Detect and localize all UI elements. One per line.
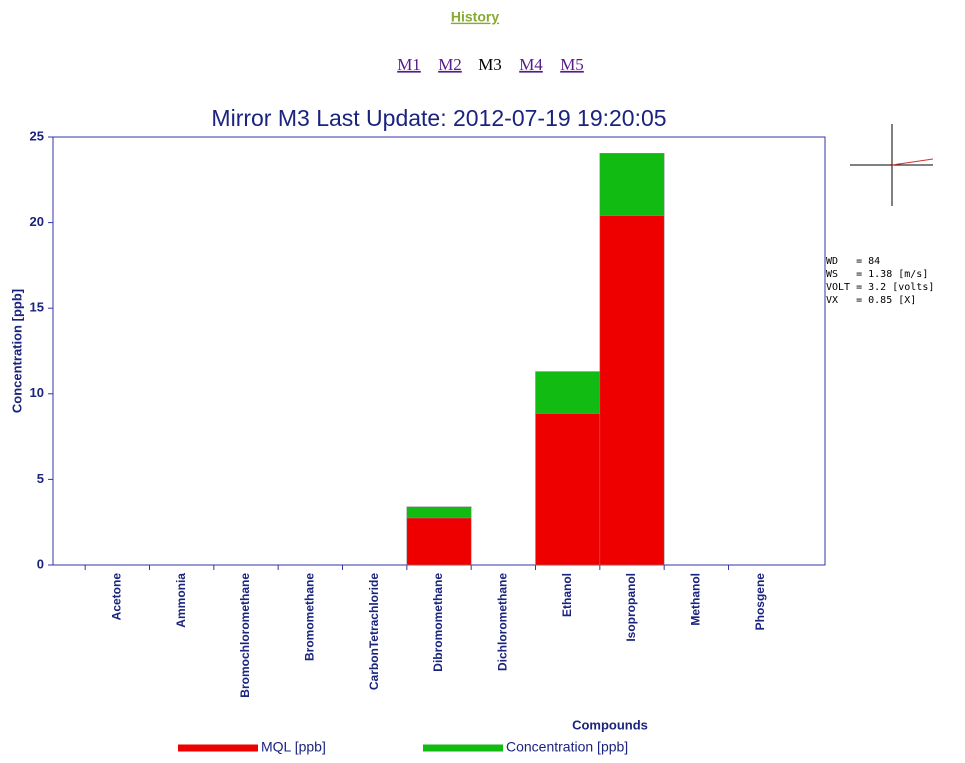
bar-segment [599,153,665,217]
y-tick-label: 15 [30,300,44,315]
x-tick-label: Bromochloromethane [238,573,252,698]
bar-segment [535,371,601,414]
wind-compass [850,124,934,206]
x-tick-label: Methanol [689,573,703,626]
y-tick-label: 10 [30,385,44,400]
x-tick-label: Isopropanol [624,573,638,642]
legend-label: Concentration [ppb] [506,739,628,755]
mirror-link[interactable]: M1 [397,55,421,74]
y-tick-label: 0 [37,556,44,571]
mirror-link[interactable]: M5 [560,55,584,74]
x-tick-label: Bromomethane [303,573,317,661]
mirror-link[interactable]: M2 [438,55,462,74]
current-mirror: M3 [478,55,502,74]
x-tick-label: Dibromomethane [431,573,445,672]
plot-frame [52,136,826,566]
wind-line: WS = 1.38 [m/s] [826,269,928,280]
legend-label: MQL [ppb] [261,739,326,755]
x-tick-label: Ammonia [174,573,188,628]
wind-line: VX = 0.85 [X] [826,295,916,306]
x-tick-label: Acetone [110,573,124,621]
history-link[interactable]: History [451,9,499,25]
bar-segment [599,215,665,566]
y-tick-label: 25 [30,128,44,143]
y-axis-label: Concentration [ppb] [9,289,24,413]
wind-line: WD = 84 [826,256,880,267]
x-axis-label: Compounds [572,717,648,732]
y-tick-label: 5 [37,471,44,486]
x-tick-label: Ethanol [560,573,574,617]
bar-segment [406,517,472,566]
wind-line: VOLT = 3.2 [volts] [826,282,934,293]
x-tick-label: CarbonTetrachloride [367,573,381,690]
y-tick-label: 20 [30,214,44,229]
bar-segment [406,506,472,519]
x-tick-label: Phosgene [753,573,767,631]
bar-segment [535,413,601,566]
wind-info: WD = 84 WS = 1.38 [m/s] VOLT = 3.2 [volts]… [826,256,934,306]
mirror-nav: M1 M2 M3 M4 M5 [397,55,584,74]
x-tick-label: Dichloromethane [496,573,510,671]
mirror-link[interactable]: M4 [519,55,543,74]
chart-title: Mirror M3 Last Update: 2012-07-19 19:20:… [211,105,666,131]
